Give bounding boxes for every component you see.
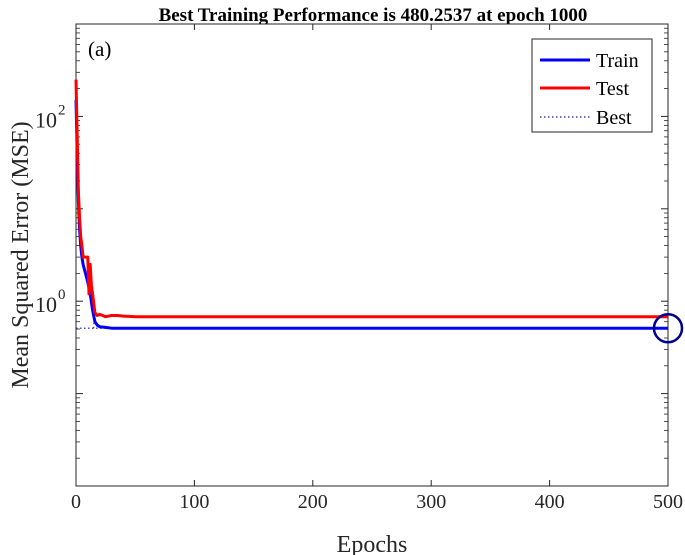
legend-best-label: Best [596, 107, 632, 129]
y-tick-exponent: 0 [58, 287, 66, 303]
y-axis-label: Mean Squared Error (MSE) [8, 121, 34, 388]
best-marker-circle [652, 312, 684, 344]
legend-test-label: Test [596, 78, 629, 100]
y-tick-label: 10 [35, 292, 57, 317]
x-tick-label: 200 [298, 491, 328, 513]
y-tick-label: 10 [35, 107, 57, 132]
legend: Train Test Best [531, 38, 653, 133]
x-tick-label: 300 [416, 491, 446, 513]
x-tick-label: 0 [71, 491, 81, 513]
y-tick-exponent: 2 [58, 102, 66, 118]
series-layer [74, 79, 684, 344]
x-tick-label: 400 [535, 491, 565, 513]
axis-ticks [75, 23, 669, 487]
x-tick-labels: 0 100 200 300 400 500 [71, 491, 683, 513]
panel-label: (a) [88, 37, 111, 61]
x-tick-label: 100 [179, 491, 209, 513]
chart-title: Best Training Performance is 480.2537 at… [159, 5, 588, 26]
legend-train-label: Train [596, 50, 639, 72]
series-test-line [74, 79, 668, 319]
x-axis-label: Epochs [337, 532, 408, 555]
x-tick-label: 500 [653, 491, 683, 513]
